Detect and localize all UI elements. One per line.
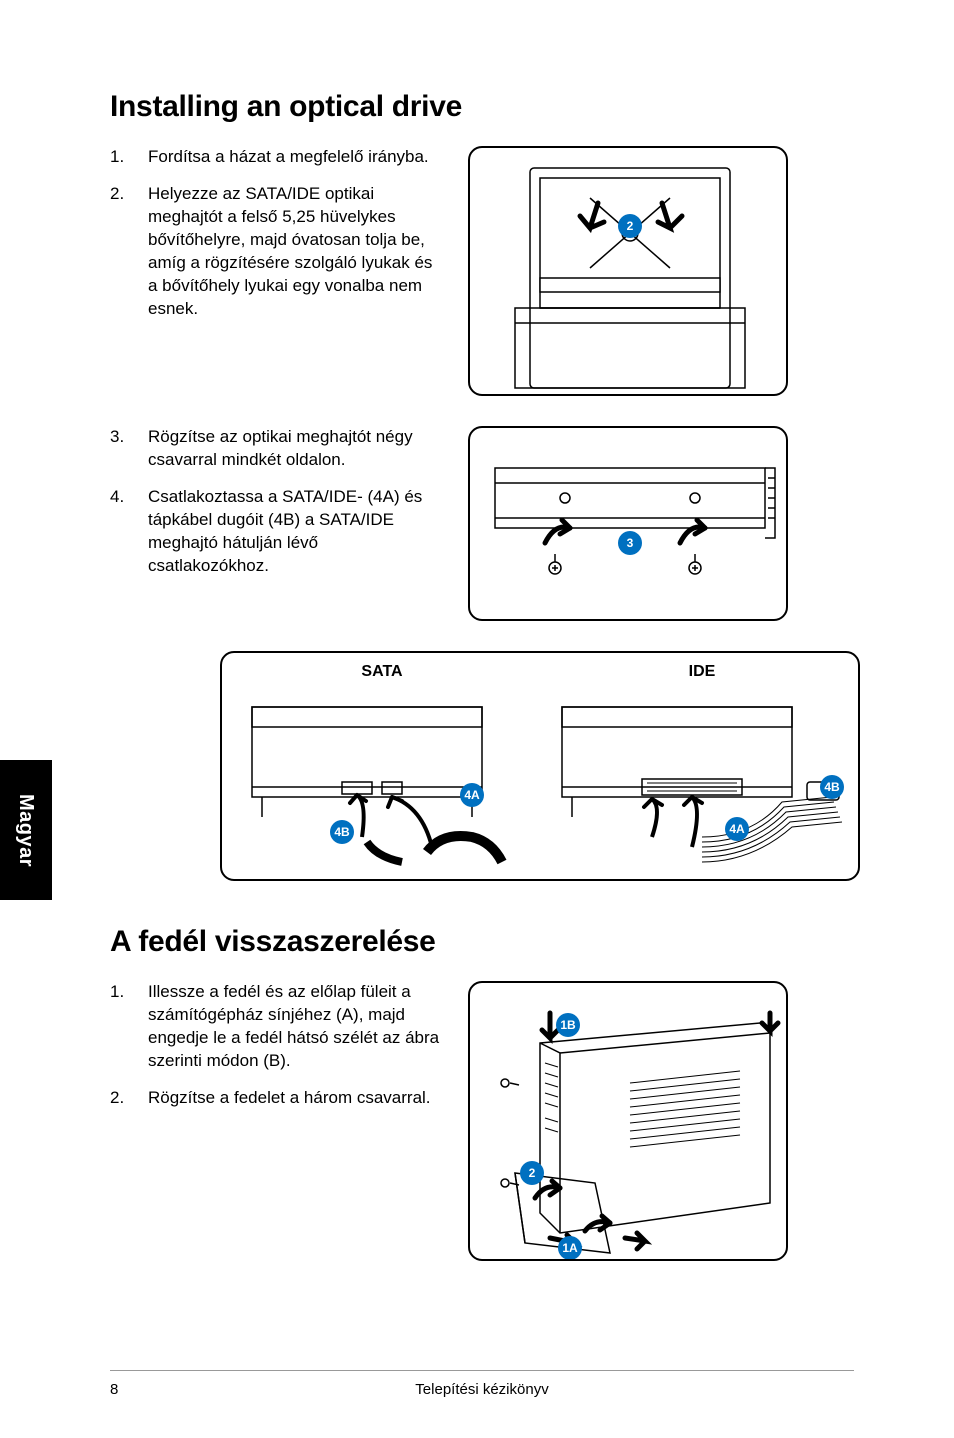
callout-4b-left: 4B — [334, 825, 350, 839]
step-text: Helyezze az SATA/IDE optikai meghajtót a… — [148, 183, 440, 321]
heading-2: A fedél visszaszerelése — [110, 925, 854, 959]
callout-3: 3 — [627, 536, 634, 550]
step-text: Rögzítse a fedelet a három csavarral. — [148, 1087, 440, 1110]
step-2-2: 2. Rögzítse a fedelet a három csavarral. — [110, 1087, 440, 1110]
step-number: 2. — [110, 1087, 148, 1110]
callout-1b: 1B — [560, 1018, 576, 1032]
step-2-1: 1. Illessze a fedél és az előlap füleit … — [110, 981, 440, 1073]
steps-list-2: 1. Illessze a fedél és az előlap füleit … — [110, 981, 440, 1110]
heading-1: Installing an optical drive — [110, 90, 854, 124]
figure-step-2: 2 — [468, 146, 788, 396]
step-4: 4. Csatlakoztassa a SATA/IDE- (4A) és tá… — [110, 486, 440, 578]
step-text: Csatlakoztassa a SATA/IDE- (4A) és tápká… — [148, 486, 440, 578]
callout-4a-right: 4A — [729, 822, 745, 836]
page-footer: 8 Telepítési kézikönyv — [110, 1370, 854, 1398]
step-number: 3. — [110, 426, 148, 472]
steps-list-1a: 1. Fordítsa a házat a megfelelő irányba.… — [110, 146, 440, 321]
step-text: Illessze a fedél és az előlap füleit a s… — [148, 981, 440, 1073]
figure-cover: 1B 2 1A — [468, 981, 788, 1261]
label-ide: IDE — [689, 663, 716, 681]
callout-4a-left: 4A — [464, 788, 480, 802]
step-1: 1. Fordítsa a házat a megfelelő irányba. — [110, 146, 440, 169]
step-number: 4. — [110, 486, 148, 578]
step-3: 3. Rögzítse az optikai meghajtót négy cs… — [110, 426, 440, 472]
language-tab: Magyar — [0, 760, 52, 900]
step-text: Rögzítse az optikai meghajtót négy csava… — [148, 426, 440, 472]
callout-1a: 1A — [562, 1241, 578, 1255]
step-2: 2. Helyezze az SATA/IDE optikai meghajtó… — [110, 183, 440, 321]
step-number: 1. — [110, 146, 148, 169]
step-number: 1. — [110, 981, 148, 1073]
label-sata: SATA — [361, 663, 402, 681]
steps-list-1b: 3. Rögzítse az optikai meghajtót négy cs… — [110, 426, 440, 578]
figure-step-3: 3 — [468, 426, 788, 621]
section-installing-optical-drive: Installing an optical drive 1. Fordítsa … — [110, 90, 854, 881]
callout-2c: 2 — [529, 1166, 536, 1180]
callout-2: 2 — [627, 219, 634, 233]
callout-4b-right: 4B — [824, 780, 840, 794]
language-tab-label: Magyar — [15, 793, 38, 866]
footer-title: Telepítési kézikönyv — [110, 1381, 854, 1398]
figure-sata-ide: SATA — [220, 651, 860, 881]
step-number: 2. — [110, 183, 148, 321]
section-reinstall-cover: A fedél visszaszerelése 1. Illessze a fe… — [110, 925, 854, 1261]
step-text: Fordítsa a házat a megfelelő irányba. — [148, 146, 440, 169]
